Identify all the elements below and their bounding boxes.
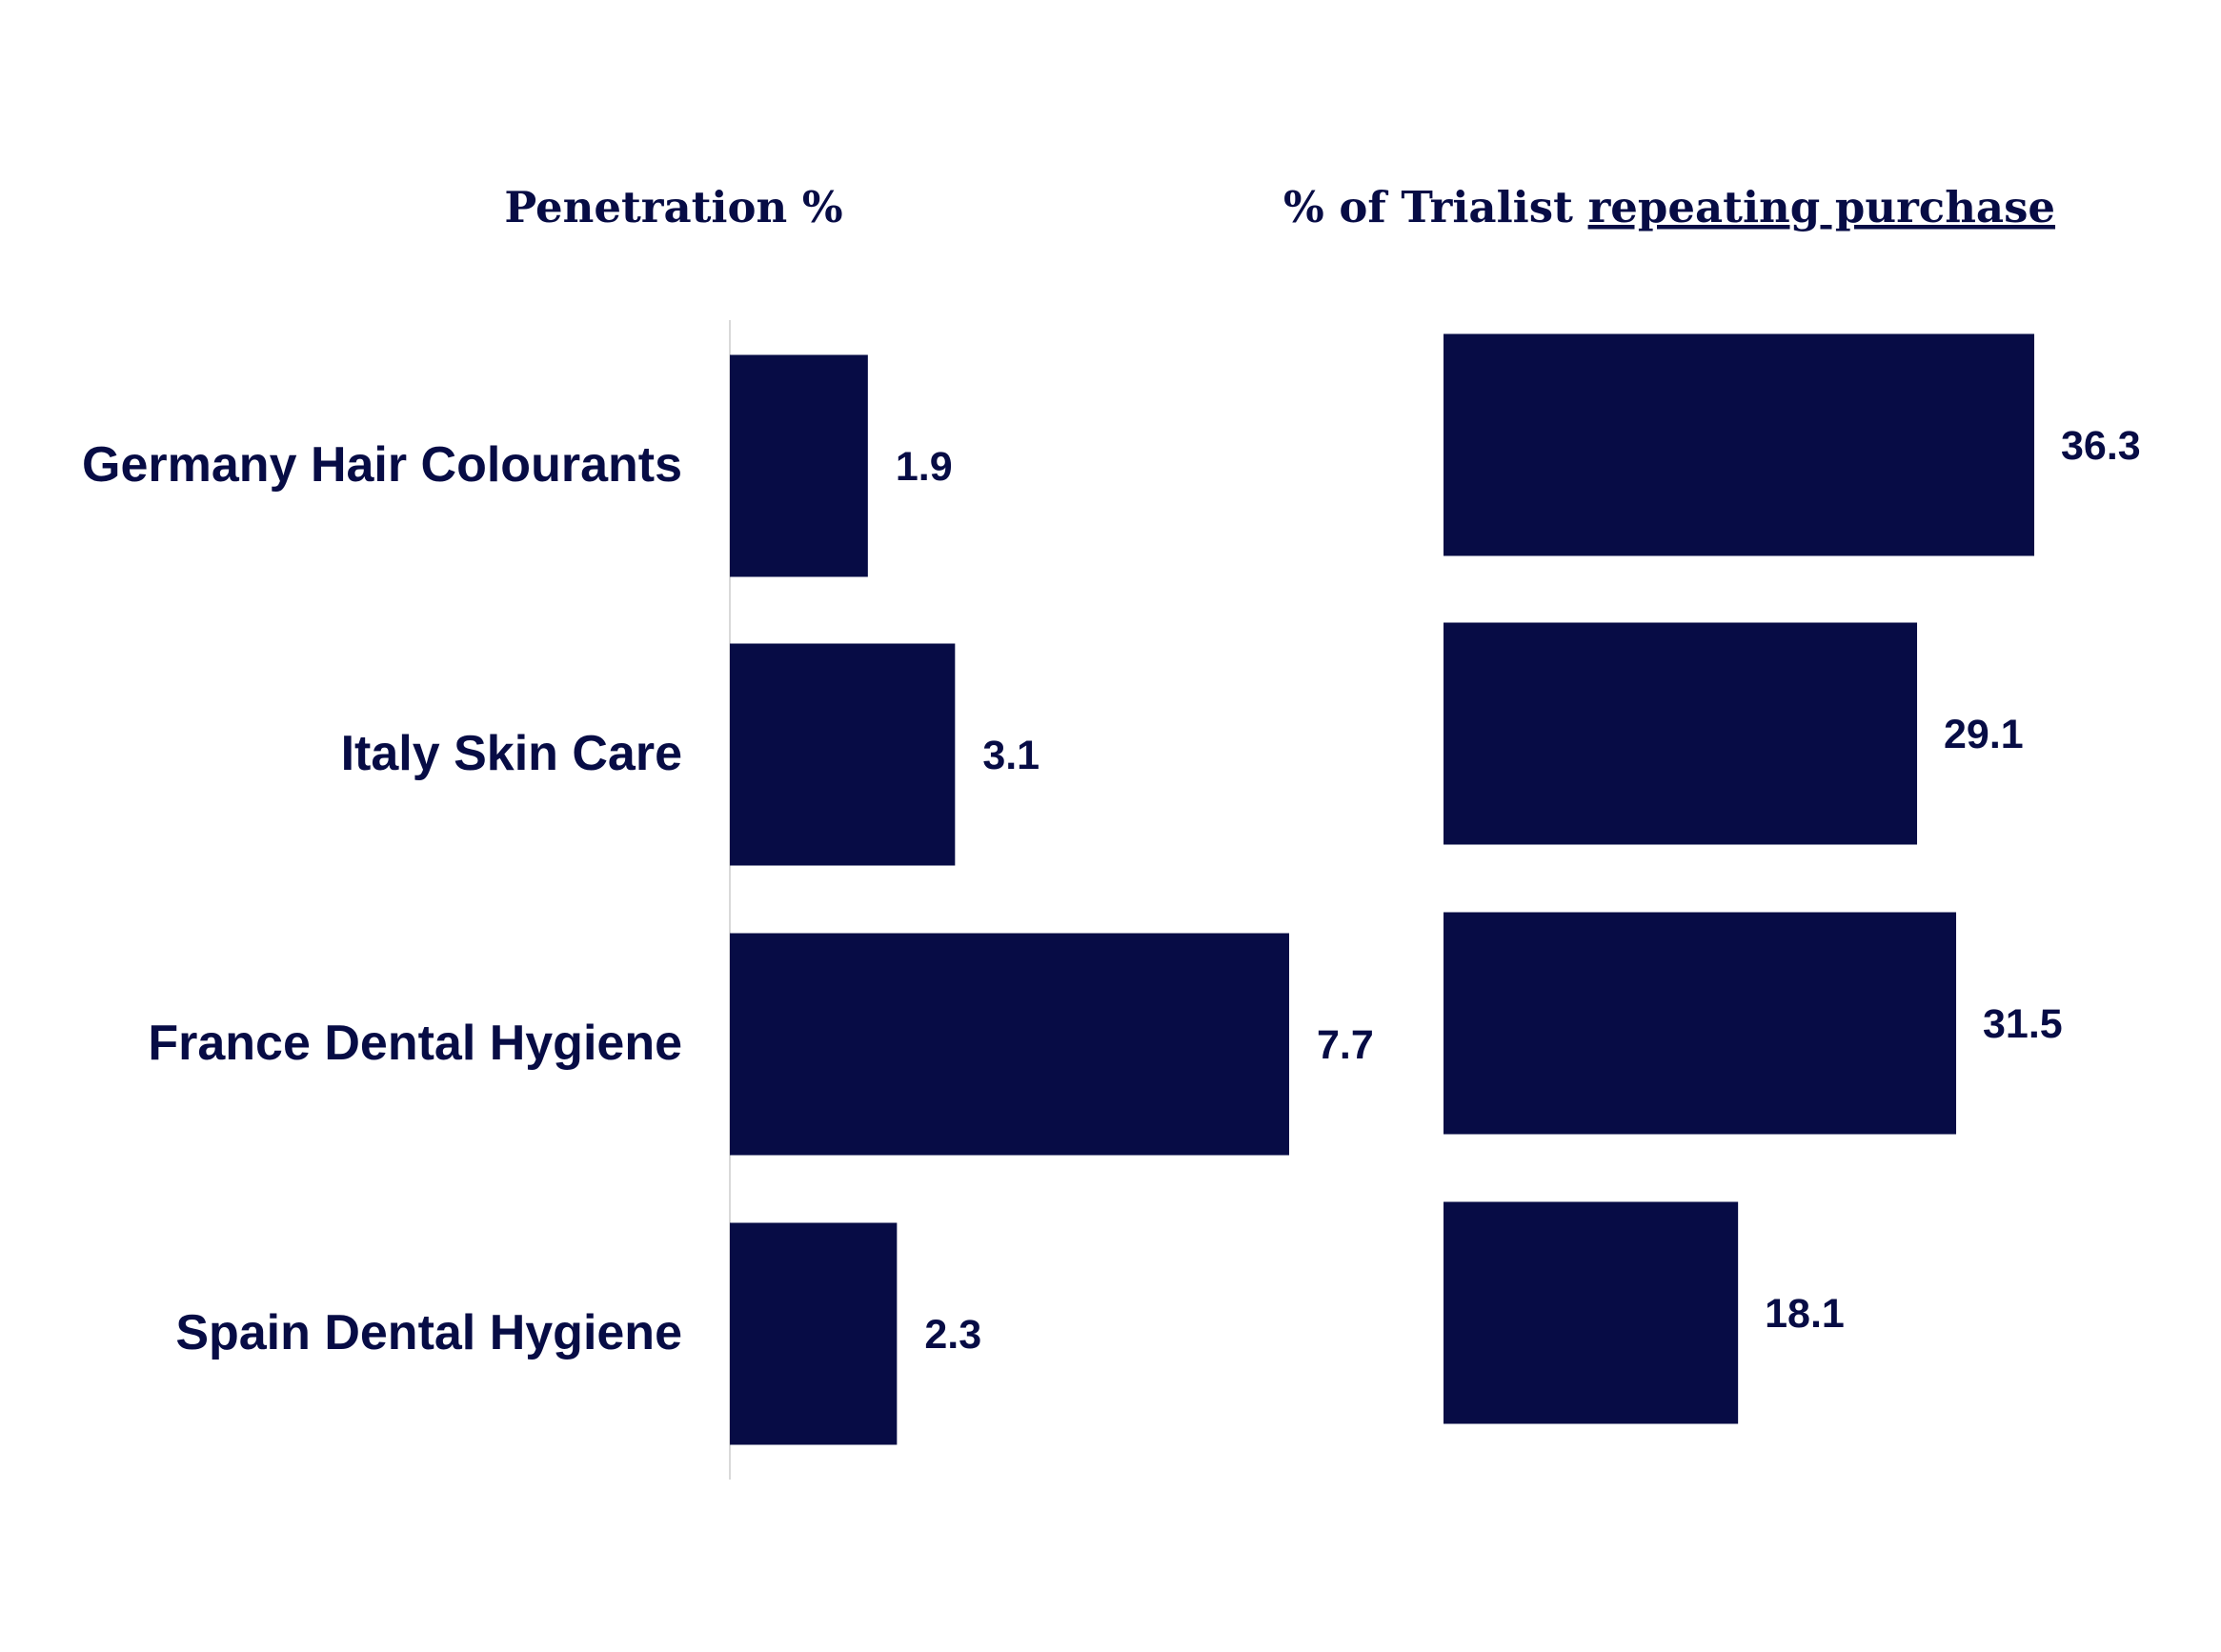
repeat-purchase-bars <box>1444 333 2034 1424</box>
repeat-purchase-bar-spain-dental-hygiene <box>1444 1201 1739 1424</box>
repeat-purchase-value-label-germany-hair-colourants: 36.3 <box>2061 423 2141 469</box>
penetration-bar-spain-dental-hygiene <box>730 1222 898 1445</box>
repeat-purchase-value-labels: 36.3 29.1 31.5 18.1 <box>1765 423 2141 1337</box>
repeat-purchase-value-label-france-dental-hygiene: 31.5 <box>1983 1001 2063 1047</box>
penetration-chart-title: Penetration % <box>504 182 842 232</box>
category-label-italy-skin-care: Italy Skin Care <box>341 726 682 781</box>
repeat-chart-title-emphasis: repeating purchase <box>1588 182 2055 232</box>
penetration-bar-italy-skin-care <box>730 643 956 866</box>
repeat-purchase-value-label-italy-skin-care: 29.1 <box>1944 712 2024 757</box>
penetration-value-label-italy-skin-care: 3.1 <box>982 733 1040 778</box>
repeat-purchase-bar-france-dental-hygiene <box>1444 912 1957 1135</box>
category-label-france-dental-hygiene: France Dental Hygiene <box>148 1016 682 1071</box>
penetration-bar-france-dental-hygiene <box>730 933 1289 1156</box>
repeat-purchase-bar-germany-hair-colourants <box>1444 333 2034 556</box>
category-label-spain-dental-hygiene: Spain Dental Hygiene <box>175 1305 682 1360</box>
penetration-value-label-spain-dental-hygiene: 2.3 <box>924 1312 981 1358</box>
penetration-bar-germany-hair-colourants <box>730 354 868 577</box>
category-labels: Germany Hair Colourants Italy Skin Care Fr… <box>82 437 682 1360</box>
category-label-germany-hair-colourants: Germany Hair Colourants <box>82 437 682 493</box>
repeat-chart-title: % of Trialist repeating purchase <box>1283 182 2055 232</box>
penetration-bars <box>730 354 1289 1445</box>
repeat-purchase-bar-italy-skin-care <box>1444 622 1918 845</box>
penetration-value-label-france-dental-hygiene: 7.7 <box>1317 1022 1374 1068</box>
repeat-chart-title-prefix: % of Trialist <box>1283 182 1588 232</box>
repeat-purchase-value-label-spain-dental-hygiene: 18.1 <box>1765 1291 1845 1337</box>
penetration-value-label-germany-hair-colourants: 1.9 <box>896 444 953 490</box>
penetration-value-labels: 1.9 3.1 7.7 2.3 <box>896 444 1374 1358</box>
